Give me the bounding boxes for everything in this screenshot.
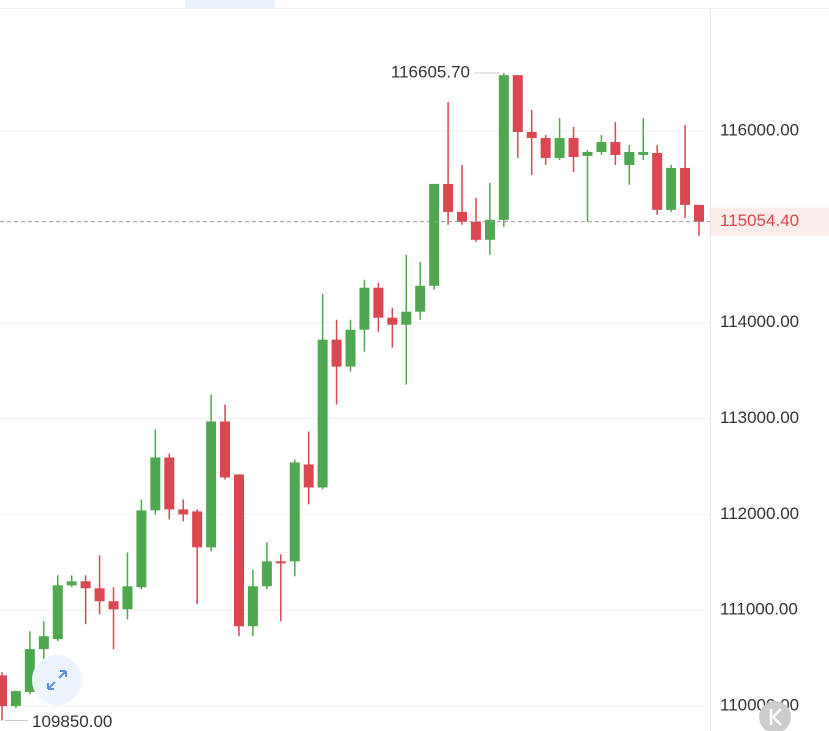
candle-body <box>652 152 663 210</box>
candle-body <box>108 601 119 610</box>
candle-body <box>470 221 481 240</box>
y-tick-label: 114000.00 <box>720 312 799 331</box>
candle-body <box>401 311 412 325</box>
candle-body <box>415 285 426 312</box>
expand-icon <box>47 670 67 690</box>
low-label: 109850.00 <box>32 712 112 731</box>
candle-body <box>303 464 314 488</box>
last-price-label: 115054.40 <box>720 211 799 230</box>
y-tick-label: 113000.00 <box>720 408 799 427</box>
candle-body <box>596 142 607 153</box>
candle-body <box>220 421 231 478</box>
candle-body <box>164 457 175 510</box>
candle-body <box>345 329 356 367</box>
candles <box>0 72 704 721</box>
overlay: 116605.70 109850.00 115054.40 <box>0 62 829 731</box>
high-label: 116605.70 <box>391 62 470 81</box>
candle-body <box>387 317 398 325</box>
candle-body <box>359 287 370 330</box>
expand-button[interactable] <box>32 655 82 705</box>
candle-body <box>10 691 21 707</box>
candle-body <box>52 585 63 640</box>
candle-body <box>233 474 244 627</box>
candle-body <box>582 152 593 156</box>
candle-body <box>373 287 384 318</box>
candle-body <box>568 138 579 157</box>
candle-body <box>526 131 537 139</box>
k-icon <box>769 708 782 726</box>
last-price-box <box>711 207 829 236</box>
candle-body <box>554 138 565 158</box>
candle-body <box>484 219 495 240</box>
candle-body <box>192 511 203 548</box>
y-tick-label: 112000.00 <box>720 504 799 523</box>
candle-body <box>540 138 551 158</box>
candle-body <box>289 462 300 562</box>
candle-body <box>317 339 328 488</box>
candle-body <box>206 421 217 548</box>
candle-body <box>122 586 133 610</box>
candle-body <box>24 649 35 693</box>
candle-body <box>512 75 523 132</box>
tab <box>185 0 275 8</box>
y-tick-label: 116000.00 <box>720 121 799 140</box>
candle-body <box>0 675 7 707</box>
candle-body <box>150 457 161 511</box>
candle-body <box>498 75 509 220</box>
candle-body <box>680 167 691 205</box>
candle-body <box>66 581 77 586</box>
candle-body <box>638 152 649 155</box>
candle-body <box>624 152 635 165</box>
candle-body <box>261 561 272 587</box>
candle-body <box>610 142 621 155</box>
candle-body <box>247 586 258 627</box>
candle-body <box>429 183 440 286</box>
candle-body <box>94 588 105 602</box>
candle-body <box>331 339 342 367</box>
candle-body <box>275 561 286 564</box>
grid: 110000.00111000.00112000.00113000.001140… <box>0 121 799 715</box>
candle-body <box>443 183 454 212</box>
candle-body <box>666 167 677 210</box>
candle-body <box>136 510 147 588</box>
candle-body <box>457 211 468 222</box>
y-tick-label: 111000.00 <box>720 600 798 619</box>
candle-body <box>80 581 91 589</box>
candle-body <box>694 204 704 222</box>
candle-body <box>38 636 49 650</box>
candle-body <box>178 509 189 515</box>
